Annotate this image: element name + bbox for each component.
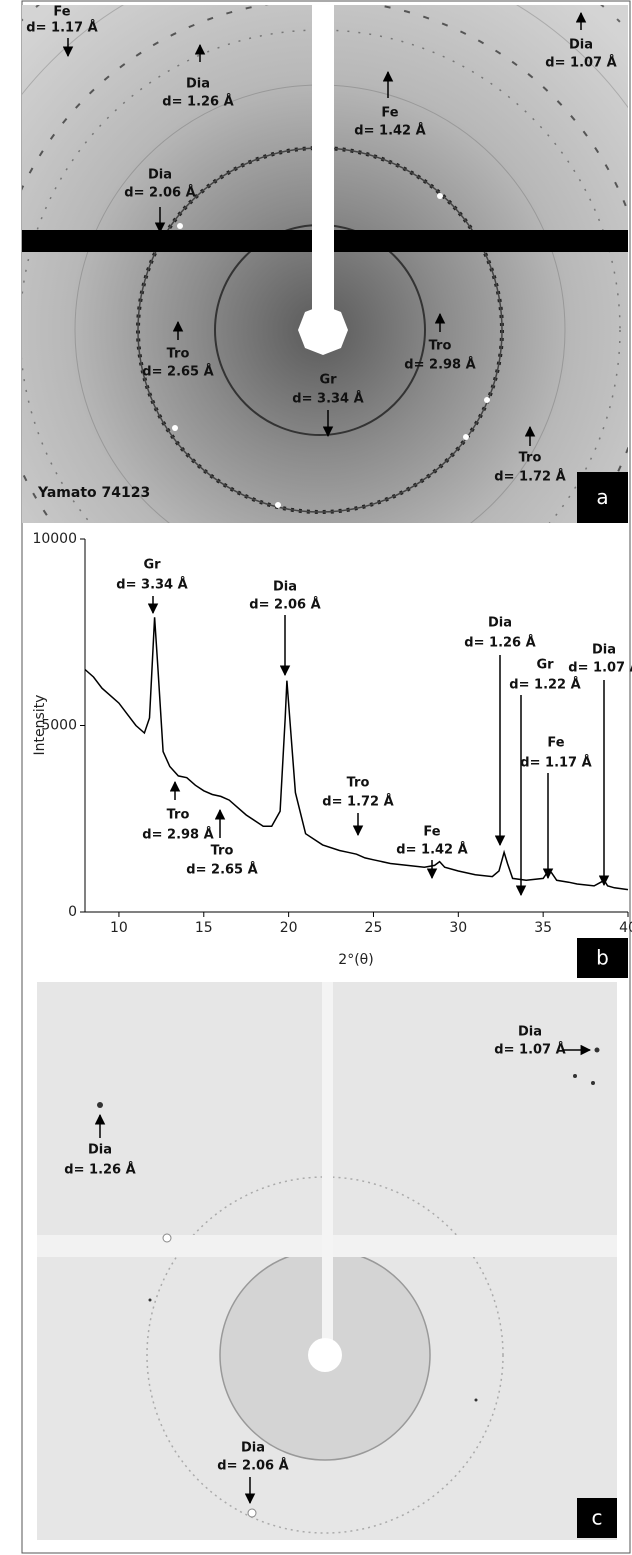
y-tick-label: 5000 [41, 718, 77, 734]
label-name: Tro [211, 844, 234, 859]
label-name: Dia [88, 1143, 112, 1158]
panel-tag: b [596, 946, 609, 970]
frame [21, 0, 631, 1554]
label-name: Gr [536, 658, 554, 673]
label-d: d= 2.06 Å [217, 1458, 288, 1474]
panel-tag-box [577, 1498, 617, 1538]
label-d: d= 3.34 Å [292, 391, 363, 407]
label-d: d= 1.22 Å [509, 677, 580, 693]
x-tick-label: 30 [449, 920, 467, 936]
label-name: Tro [167, 347, 190, 362]
label-name: Gr [143, 558, 161, 573]
label-name: Dia [592, 643, 616, 658]
y-axis-label: Intensity [32, 695, 48, 756]
label-name: Fe [423, 825, 440, 840]
label-name: Tro [347, 776, 370, 791]
x-tick-label: 40 [619, 920, 632, 936]
label-d: d= 2.65 Å [142, 364, 213, 380]
label-d: d= 3.34 Å [116, 577, 187, 593]
label-d: d= 1.07 Å [545, 55, 616, 71]
x-tick-label: 15 [195, 920, 213, 936]
label-d: d= 2.65 Å [186, 862, 257, 878]
panel-tag: c [592, 1506, 603, 1530]
panel-tag: a [596, 485, 608, 509]
label-name: Dia [241, 1441, 265, 1456]
x-tick-label: 20 [280, 920, 298, 936]
label-name: Fe [53, 5, 70, 20]
panel-c-image [37, 982, 617, 1540]
label-d: d= 1.17 Å [26, 20, 97, 36]
label-name: Tro [429, 339, 452, 354]
label-d: d= 1.17 Å [520, 755, 591, 771]
label-d: d= 2.98 Å [404, 357, 475, 373]
label-d: d= 2.06 Å [249, 597, 320, 613]
panel-a-image [22, 5, 628, 523]
label-name: Tro [519, 451, 542, 466]
label-name: Fe [547, 736, 564, 751]
label-name: Gr [319, 373, 337, 388]
label-d: d= 1.72 Å [494, 469, 565, 485]
sample-label: Yamato 74123 [37, 485, 150, 501]
label-d: d= 1.26 Å [464, 635, 535, 651]
y-tick-label: 0 [68, 904, 77, 920]
label-d: d= 1.26 Å [64, 1162, 135, 1178]
x-tick-label: 35 [534, 920, 552, 936]
x-tick-label: 10 [110, 920, 128, 936]
panel-tag-box [577, 472, 628, 523]
label-d: d= 2.06 Å [124, 185, 195, 201]
label-name: Dia [569, 38, 593, 53]
x-axis-label: 2°(θ) [338, 952, 373, 968]
label-d: d= 2.98 Å [142, 827, 213, 843]
label-name: Dia [148, 168, 172, 183]
label-name: Dia [488, 616, 512, 631]
label-d: d= 1.72 Å [322, 794, 393, 810]
label-name: Fe [381, 106, 398, 121]
x-tick-label: 25 [365, 920, 383, 936]
y-tick-label: 10000 [32, 531, 77, 547]
label-d: d= 1.42 Å [354, 123, 425, 139]
label-name: Dia [518, 1025, 542, 1040]
label-d: d= 1.26 Å [162, 94, 233, 110]
label-d: d= 1.42 Å [396, 842, 467, 858]
label-name: Dia [273, 580, 297, 595]
label-d: d= 1.07 Å [494, 1042, 565, 1058]
panel-tag-box [577, 938, 628, 978]
label-name: Dia [186, 77, 210, 92]
label-d: d= 1.07 Å [568, 660, 632, 676]
label-name: Tro [167, 808, 190, 823]
